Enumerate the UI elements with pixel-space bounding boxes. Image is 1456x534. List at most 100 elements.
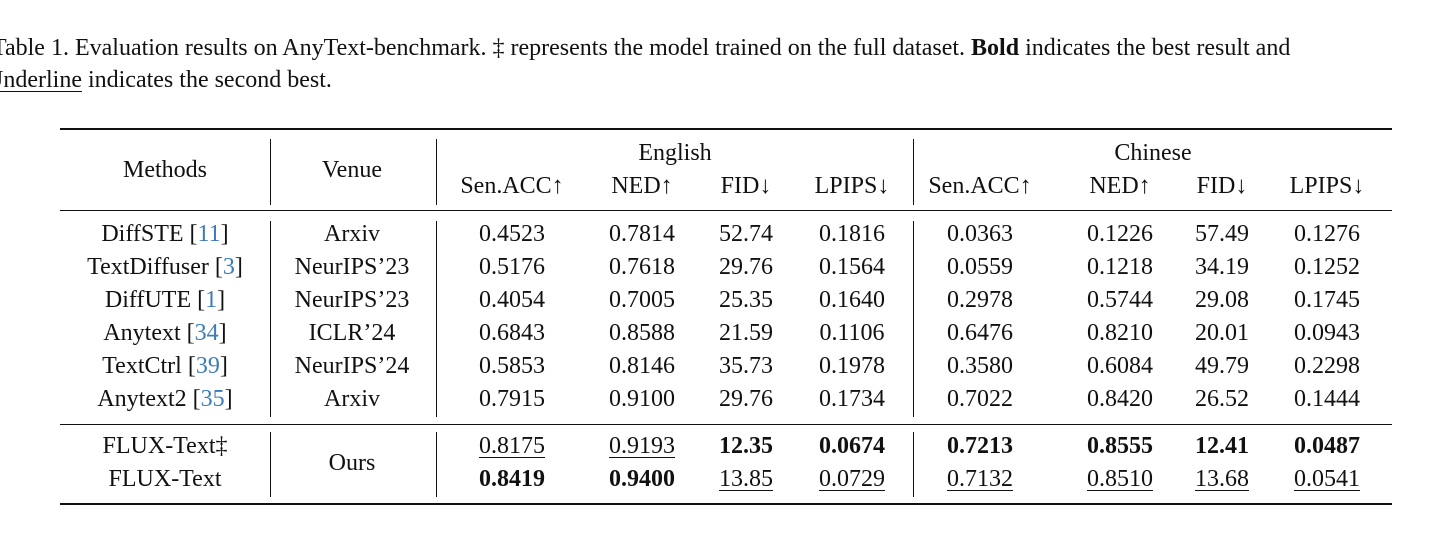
value-cell: 25.35 (719, 287, 773, 313)
value-cell: 0.8146 (609, 353, 675, 379)
value-cell: 0.9100 (609, 386, 675, 412)
column-rule (913, 432, 914, 497)
metric-header: Sen.ACC↑ (460, 173, 564, 199)
value-cell: 0.1816 (819, 221, 885, 247)
value-cell: 0.2298 (1294, 353, 1360, 379)
value-cell: 0.9400 (609, 466, 675, 492)
value-cell: 0.1734 (819, 386, 885, 412)
venue-cell: NeurIPS’24 (294, 353, 410, 379)
value-cell: 49.79 (1195, 353, 1249, 379)
value-cell: 0.0363 (947, 221, 1013, 247)
value-cell: 0.8510 (1087, 466, 1153, 492)
venue-cell: NeurIPS’23 (294, 287, 410, 313)
method-name: FLUX-Text‡ (102, 433, 228, 459)
citation: 39 (195, 353, 220, 379)
value-cell: 0.7915 (479, 386, 545, 412)
caption-text: Bold (971, 35, 1020, 61)
method-name: Anytext [ (103, 320, 195, 346)
method-cell: FLUX-Text‡ (103, 432, 228, 460)
citation: 35 (200, 386, 225, 412)
value-cell: 0.1226 (1087, 221, 1153, 247)
value-cell: 52.74 (719, 221, 773, 247)
venue-cell: Arxiv (324, 386, 380, 412)
method-name: FLUX-Text (108, 466, 222, 492)
value-cell: 0.7814 (609, 221, 675, 247)
value-cell: 21.59 (719, 320, 773, 346)
method-name: ] (220, 221, 229, 247)
citation: 34 (194, 320, 219, 346)
caption-text: Underline (0, 67, 82, 93)
value-cell: 0.1218 (1087, 254, 1153, 280)
method-name: ] (217, 287, 226, 313)
method-name: ] (234, 254, 243, 280)
column-rule (270, 432, 271, 497)
value-cell: 0.1640 (819, 287, 885, 313)
mid-rule (60, 424, 1392, 425)
method-cell: TextCtrl [39] (102, 352, 228, 380)
value-cell: 57.49 (1195, 221, 1249, 247)
value-cell: 34.19 (1195, 254, 1249, 280)
value-cell: 0.8419 (479, 466, 545, 492)
bottom-rule (60, 503, 1392, 505)
method-cell: Anytext [34] (103, 319, 226, 347)
value-cell: 0.7005 (609, 287, 675, 313)
value-cell: 0.7132 (947, 466, 1013, 492)
citation: 11 (197, 221, 221, 247)
value-cell: 0.8420 (1087, 386, 1153, 412)
venue-cell: NeurIPS’23 (294, 254, 410, 280)
metric-header: LPIPS↓ (1289, 173, 1365, 199)
method-name: TextDiffuser [ (87, 254, 223, 280)
value-cell: 0.1745 (1294, 287, 1360, 313)
method-name: Anytext2 [ (97, 386, 201, 412)
group-header: English (638, 140, 712, 166)
value-cell: 13.85 (719, 466, 773, 492)
caption-text: indicates the second best. (81, 67, 332, 93)
value-cell: 0.9193 (609, 433, 675, 459)
caption-line: Underline indicates the second best. (0, 66, 332, 94)
column-rule (436, 139, 437, 205)
value-cell: 13.68 (1195, 466, 1249, 492)
column-rule (270, 139, 271, 205)
value-cell: 0.1444 (1294, 386, 1360, 412)
method-name: TextCtrl [ (102, 353, 196, 379)
value-cell: 29.76 (719, 254, 773, 280)
venue-cell: Ours (328, 450, 376, 476)
caption-line: Table 1. Evaluation results on AnyText-b… (0, 34, 1290, 62)
value-cell: 0.0729 (819, 466, 885, 492)
value-cell: 0.8210 (1087, 320, 1153, 346)
value-cell: 0.0487 (1294, 433, 1360, 459)
column-rule (913, 221, 914, 417)
value-cell: 0.1106 (819, 320, 885, 346)
value-cell: 0.0943 (1294, 320, 1360, 346)
column-rule (913, 139, 914, 205)
citation: 1 (205, 287, 218, 313)
value-cell: 12.35 (719, 433, 773, 459)
value-cell: 0.4523 (479, 221, 545, 247)
value-cell: 0.1252 (1294, 254, 1360, 280)
caption-text: Table 1. Evaluation results on AnyText-b… (0, 35, 972, 61)
value-cell: 0.7618 (609, 254, 675, 280)
value-cell: 0.6476 (947, 320, 1013, 346)
value-cell: 0.8588 (609, 320, 675, 346)
value-cell: 0.8175 (479, 433, 545, 459)
value-cell: 0.6084 (1087, 353, 1153, 379)
value-cell: 20.01 (1195, 320, 1249, 346)
value-cell: 12.41 (1195, 433, 1249, 459)
method-name: DiffUTE [ (104, 287, 206, 313)
method-name: ] (218, 320, 227, 346)
value-cell: 0.7022 (947, 386, 1013, 412)
metric-header: LPIPS↓ (814, 173, 890, 199)
metric-header: Sen.ACC↑ (928, 173, 1032, 199)
header-cell: Methods (123, 157, 207, 183)
value-cell: 0.5744 (1087, 287, 1153, 313)
method-cell: DiffUTE [1] (105, 286, 225, 314)
metric-header: NED↑ (1089, 173, 1151, 199)
method-cell: Anytext2 [35] (97, 385, 232, 413)
value-cell: 0.1276 (1294, 221, 1360, 247)
mid-rule (60, 210, 1392, 211)
value-cell: 0.6843 (479, 320, 545, 346)
column-rule (436, 221, 437, 417)
value-cell: 0.0541 (1294, 466, 1360, 492)
value-cell: 0.0559 (947, 254, 1013, 280)
